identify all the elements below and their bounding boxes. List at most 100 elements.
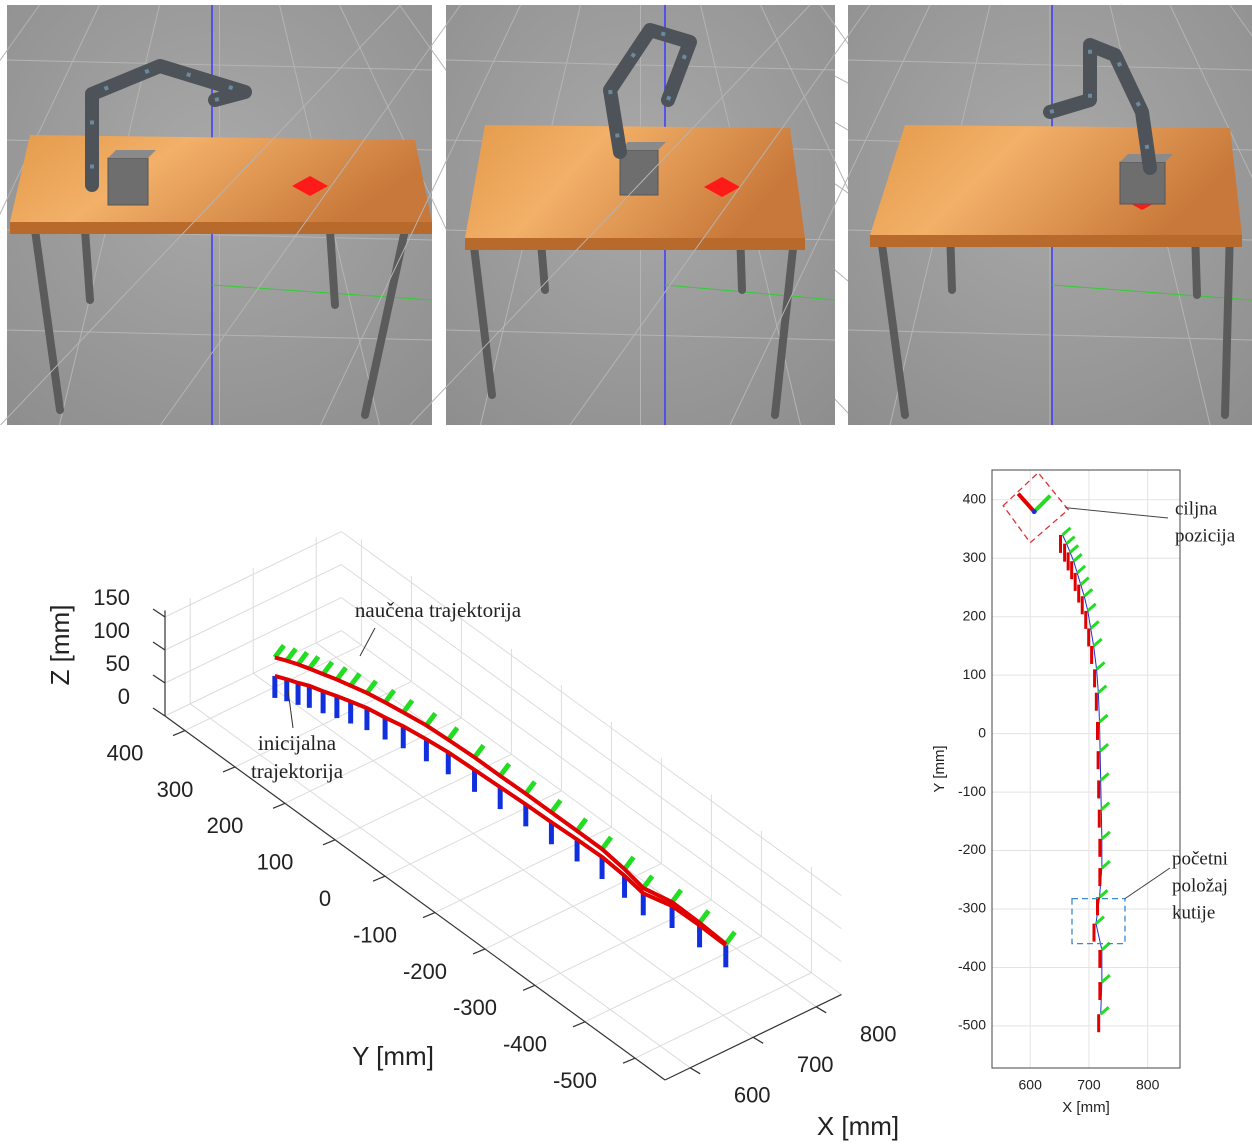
y-tick-label: -500	[958, 1017, 986, 1033]
robot-arm	[1043, 38, 1157, 175]
annotation: naučena trajektorija	[355, 598, 522, 622]
frame-axis	[622, 855, 636, 871]
grid-line	[634, 972, 812, 1059]
frame-axis	[1086, 602, 1097, 613]
x-axis-label: X [mm]	[817, 1111, 899, 1141]
y-tick-label: 0	[978, 724, 986, 740]
frame-axis	[1099, 772, 1110, 782]
tick-mark	[172, 730, 186, 737]
box	[1119, 161, 1166, 205]
y-tick-label: -500	[553, 1068, 597, 1093]
x-tick-label: 700	[1077, 1077, 1101, 1093]
y-axis-label: Y [mm]	[931, 745, 948, 792]
leader-line	[287, 689, 294, 729]
box	[107, 157, 149, 206]
grid-line	[189, 703, 691, 1069]
leader-line	[359, 627, 376, 657]
frame-axis	[321, 660, 335, 676]
frame-axis	[641, 874, 655, 890]
y-tick-label: 100	[257, 850, 294, 875]
frame-axis	[348, 672, 362, 688]
table-leg	[468, 226, 496, 399]
tick-mark	[152, 641, 166, 651]
tick-mark	[622, 1057, 636, 1064]
frame-axis	[1100, 801, 1111, 811]
frame-axis	[307, 655, 321, 671]
annotation: kutije	[1172, 902, 1215, 923]
frame-axis	[383, 688, 397, 704]
x-axis-line	[664, 284, 836, 301]
table-top	[870, 125, 1242, 235]
frame-axis	[401, 698, 415, 714]
annotation: položaj	[1172, 875, 1228, 896]
plot-area	[992, 470, 1180, 1068]
y-tick-label: -400	[503, 1032, 547, 1057]
annotation: ciljna	[1175, 498, 1218, 519]
goal-origin	[1031, 509, 1037, 515]
frame-axis	[1083, 588, 1094, 598]
tick-mark	[472, 948, 486, 955]
grid-line	[384, 790, 562, 877]
z-tick-label: 150	[93, 585, 130, 610]
floor-grid	[569, 4, 871, 426]
sim-panel	[409, 4, 1252, 426]
y-tick-label: 400	[107, 740, 144, 765]
tick-mark	[522, 984, 536, 991]
frame-axis	[1072, 553, 1083, 563]
floor-grid	[847, 59, 1252, 71]
grid-line	[341, 531, 842, 897]
table-leg	[876, 226, 909, 419]
x-axis-line	[1051, 284, 1252, 301]
grid-line	[334, 753, 512, 841]
z-tick-label: 50	[106, 651, 130, 676]
y-tick-label: 100	[963, 666, 987, 682]
grid-line	[252, 672, 754, 1038]
frame-axis	[284, 647, 298, 663]
floor-grid	[729, 4, 931, 426]
frame-axis	[1089, 620, 1100, 630]
frame-axis	[1092, 637, 1103, 648]
z-tick-label: 100	[93, 618, 130, 643]
tick-mark	[152, 608, 166, 618]
z-tick-label: 0	[118, 684, 130, 709]
x-tick-label: 600	[1019, 1077, 1043, 1093]
grid-line	[434, 826, 612, 914]
floor-grid	[320, 4, 521, 426]
grid-line	[164, 597, 342, 684]
target-marker	[704, 177, 740, 197]
frame-axis	[1079, 576, 1090, 586]
annotation: pozicija	[1175, 525, 1236, 546]
robot-arm-joint	[90, 63, 253, 185]
annotation: inicijalna	[258, 731, 337, 755]
floor-grid	[409, 4, 811, 426]
frame-axis	[1099, 743, 1110, 753]
x-tick-label: 600	[734, 1083, 771, 1108]
tick-mark	[322, 839, 336, 846]
x-axis-label: X [mm]	[1062, 1099, 1110, 1116]
frame-axis	[424, 711, 438, 727]
table-leg	[771, 226, 799, 419]
y-tick-label: -100	[958, 783, 986, 799]
grid-line	[164, 630, 342, 717]
y-tick-label: 400	[963, 491, 987, 507]
frame-axis	[1061, 526, 1072, 537]
floor-grid	[6, 329, 433, 341]
table-leg	[326, 226, 339, 309]
trajectory	[274, 673, 728, 947]
grid-line	[584, 935, 762, 1023]
leader-line	[1065, 507, 1169, 519]
goal-box	[1002, 471, 1070, 544]
floor-grid	[847, 329, 1252, 341]
tick-mark	[752, 1036, 764, 1044]
frame-axis	[334, 666, 348, 682]
grid-line	[484, 863, 662, 950]
y-tick-label: -300	[453, 995, 497, 1020]
goal-frame	[1016, 492, 1036, 513]
frame-axis	[272, 643, 286, 659]
grid-line	[164, 564, 342, 651]
sim-panel	[0, 4, 1252, 426]
grid-line	[284, 717, 462, 804]
y-tick-label: 200	[207, 813, 244, 838]
tick-mark	[152, 674, 166, 684]
y-tick-label: 200	[963, 607, 987, 623]
